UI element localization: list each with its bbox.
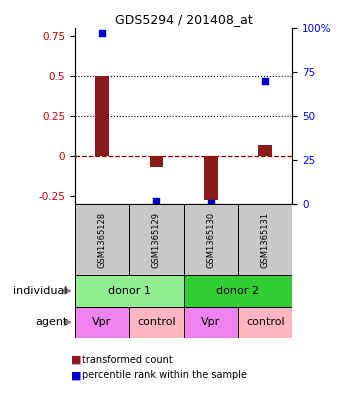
- Text: GSM1365130: GSM1365130: [206, 212, 215, 268]
- Bar: [258, 145, 272, 156]
- Point: [208, 199, 214, 206]
- Text: Vpr: Vpr: [92, 317, 112, 327]
- Bar: [75, 204, 129, 275]
- Bar: [95, 76, 109, 156]
- Title: GDS5294 / 201408_at: GDS5294 / 201408_at: [115, 13, 253, 26]
- Bar: [184, 307, 238, 338]
- Bar: [75, 307, 129, 338]
- Bar: [129, 307, 184, 338]
- Bar: [184, 204, 238, 275]
- Text: donor 2: donor 2: [217, 286, 259, 296]
- Point: [262, 77, 268, 84]
- Text: percentile rank within the sample: percentile rank within the sample: [82, 370, 246, 380]
- Text: GSM1365129: GSM1365129: [152, 212, 161, 268]
- Text: agent: agent: [36, 317, 68, 327]
- Point: [99, 29, 105, 36]
- Text: transformed count: transformed count: [82, 354, 172, 365]
- Bar: [150, 156, 163, 167]
- Text: ■: ■: [71, 354, 82, 365]
- Text: GSM1365131: GSM1365131: [261, 212, 270, 268]
- Text: control: control: [246, 317, 285, 327]
- Bar: [238, 204, 292, 275]
- Text: control: control: [137, 317, 176, 327]
- Text: individual: individual: [14, 286, 68, 296]
- Text: donor 1: donor 1: [108, 286, 151, 296]
- Point: [154, 198, 159, 204]
- Bar: [184, 275, 292, 307]
- Bar: [204, 156, 218, 200]
- Bar: [75, 275, 184, 307]
- Text: ■: ■: [71, 370, 82, 380]
- Bar: [238, 307, 292, 338]
- Bar: [129, 204, 184, 275]
- Text: GSM1365128: GSM1365128: [98, 212, 106, 268]
- Text: Vpr: Vpr: [201, 317, 220, 327]
